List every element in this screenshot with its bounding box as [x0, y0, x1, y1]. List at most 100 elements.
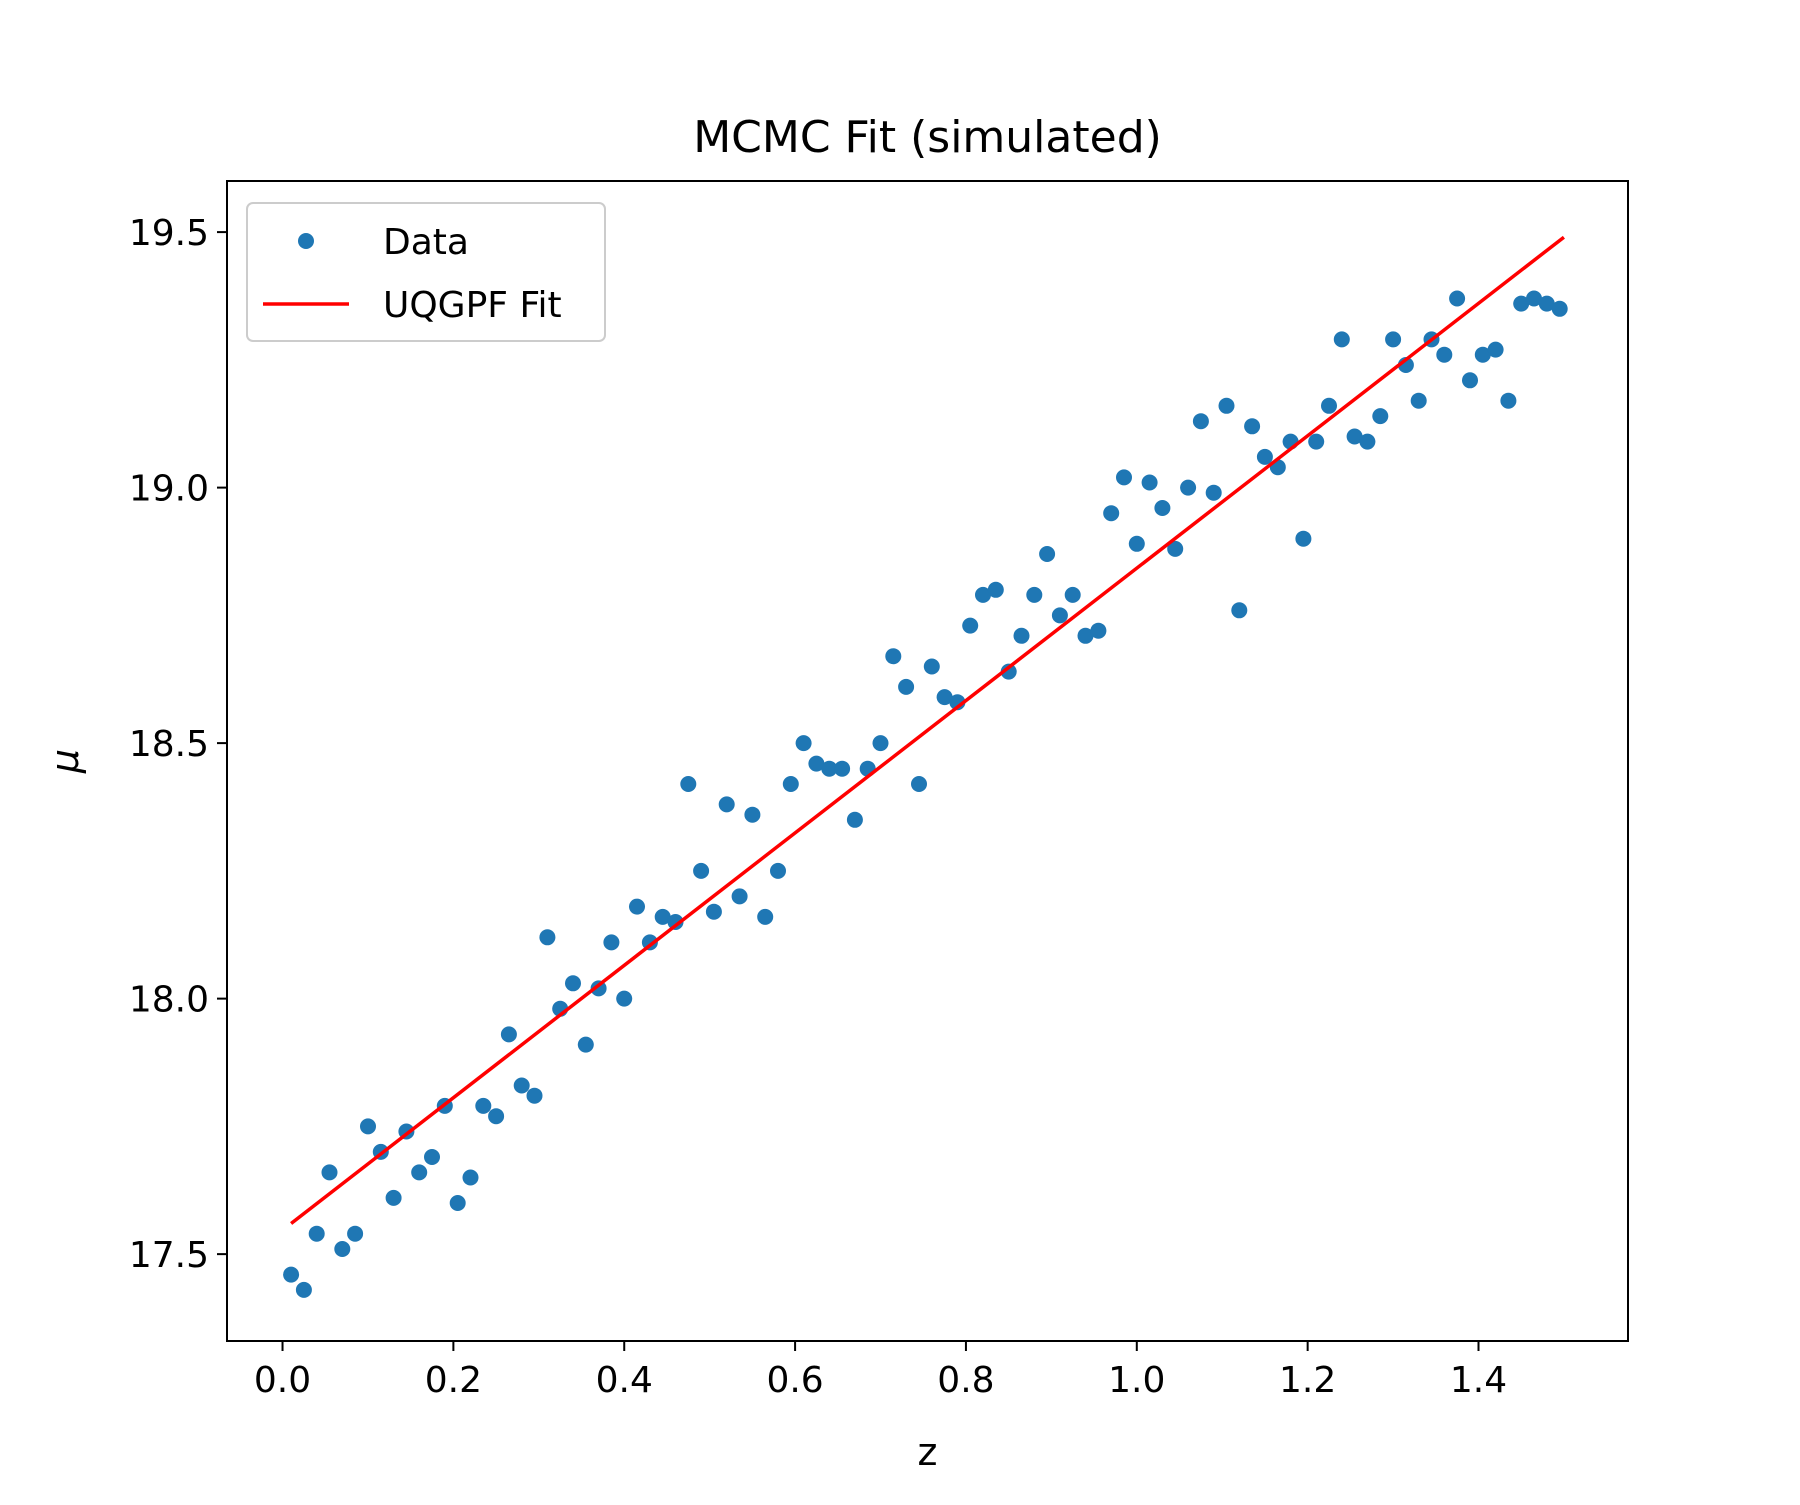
y-tick-label: 18.0: [129, 980, 209, 1021]
data-point: [667, 914, 684, 930]
data-point: [308, 1225, 325, 1242]
data-point: [1000, 663, 1017, 680]
y-tick-label: 19.0: [129, 469, 209, 510]
plot-frame: [226, 180, 1629, 1342]
x-axis-title: z: [918, 1430, 938, 1474]
data-point: [1192, 413, 1209, 430]
data-point: [1551, 300, 1568, 317]
data-point: [526, 1087, 543, 1104]
data-point: [1103, 505, 1120, 522]
data-point: [1167, 540, 1184, 557]
x-tick-label: 0.8: [937, 1360, 994, 1401]
x-tick-label: 1.4: [1450, 1360, 1507, 1401]
data-point: [1385, 331, 1402, 348]
data-point: [975, 586, 991, 603]
y-tick-label: 17.5: [129, 1235, 209, 1276]
data-point: [334, 1241, 351, 1257]
data-point: [360, 1118, 376, 1135]
data-point: [911, 776, 927, 792]
data-point: [1205, 484, 1222, 501]
data-point: [500, 1026, 517, 1043]
y-tick-label: 19.5: [129, 213, 209, 254]
x-tick-label: 0.0: [254, 1360, 311, 1401]
data-point: [1487, 341, 1504, 358]
data-point: [782, 776, 799, 792]
data-point: [1180, 479, 1197, 496]
data-point: [295, 1281, 312, 1298]
data-point: [424, 1149, 440, 1165]
y-axis-title: μ: [43, 749, 87, 774]
data-point: [629, 898, 645, 915]
data-point: [321, 1164, 338, 1181]
data-point: [1321, 397, 1337, 414]
data-point: [488, 1108, 505, 1125]
axes: 0.0 0.2 0.4 0.6 0.8 1.0 1.2 1.4 17.5 18.0 18.5 19.0…: [129, 180, 1629, 1401]
data-point: [718, 796, 735, 813]
data-point: [603, 934, 620, 951]
x-tick-label: 0.2: [425, 1360, 482, 1401]
data-point: [1333, 331, 1350, 348]
legend-box: [246, 202, 606, 342]
data-point: [795, 735, 812, 752]
data-point: [1218, 397, 1235, 414]
data-point: [1077, 627, 1094, 644]
y-tick-label: 18.5: [129, 724, 209, 765]
data-point: [1128, 535, 1145, 552]
legend-label: Data: [383, 222, 469, 263]
data-point: [1051, 607, 1068, 624]
x-tick-label: 0.4: [596, 1360, 653, 1401]
data-point: [821, 760, 838, 777]
data-point: [1039, 546, 1056, 562]
data-point: [885, 648, 902, 665]
data-point: [347, 1225, 364, 1242]
data-point: [770, 862, 786, 879]
plot-area: [283, 235, 1568, 1298]
data-point: [1346, 428, 1363, 445]
data-point: [923, 658, 940, 675]
data-point: [744, 806, 761, 823]
data-point: [1526, 290, 1542, 307]
data-point: [898, 678, 915, 695]
legend-marker-swatch: [298, 233, 314, 249]
x-tick-label: 0.6: [766, 1360, 823, 1401]
data-point: [808, 755, 825, 772]
data-point: [962, 617, 979, 634]
data-point: [1359, 433, 1376, 450]
data-point: [449, 1195, 466, 1211]
data-point: [475, 1097, 492, 1114]
data-point: [590, 980, 607, 997]
x-tick-label: 1.2: [1279, 1360, 1336, 1401]
data-point: [1116, 469, 1132, 486]
data-point: [1256, 448, 1273, 465]
data-point: [1013, 627, 1030, 644]
legend-label: UQGPF Fit: [383, 285, 562, 326]
data-point: [705, 903, 722, 920]
data-point: [757, 908, 774, 925]
data-point: [1154, 500, 1171, 516]
data-point: [1436, 346, 1453, 363]
data-point: [680, 776, 697, 792]
data-point: [1090, 622, 1107, 639]
data-point: [539, 929, 556, 946]
legend: Data UQGPF Fit: [246, 202, 606, 342]
data-point: [411, 1164, 428, 1181]
data-point: [834, 760, 851, 777]
data-point: [577, 1036, 594, 1053]
data-point: [1295, 530, 1312, 547]
data-point: [1462, 372, 1478, 389]
data-point: [616, 990, 633, 1007]
data-point: [283, 1266, 300, 1283]
data-point: [731, 888, 748, 905]
data-point: [513, 1077, 530, 1094]
data-point: [654, 908, 671, 925]
data-point: [1064, 586, 1081, 603]
data-point: [1308, 433, 1325, 450]
data-point: [1474, 346, 1491, 363]
data-point: [565, 975, 581, 992]
data-point: [1449, 290, 1466, 307]
data-point: [1231, 602, 1248, 619]
data-point: [385, 1189, 402, 1206]
data-point: [462, 1169, 479, 1186]
